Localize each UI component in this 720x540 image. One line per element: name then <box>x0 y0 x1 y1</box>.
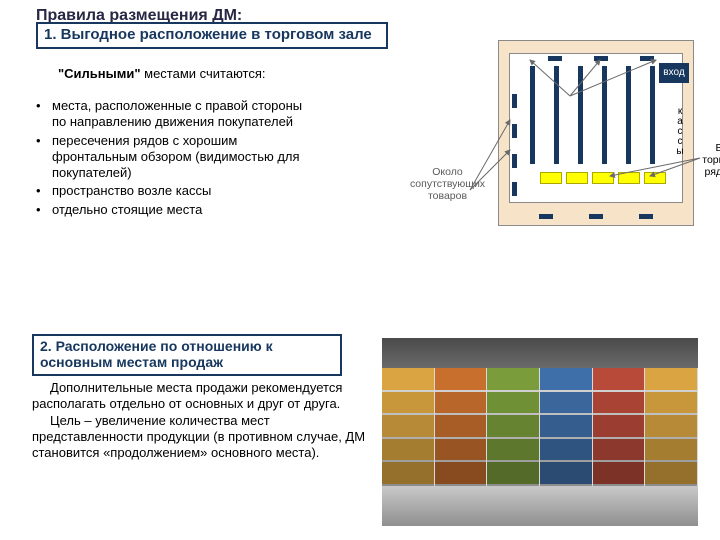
aisle <box>626 66 631 164</box>
wall-marker <box>512 154 517 168</box>
margin-marker <box>539 214 553 219</box>
wall-marker <box>640 56 654 61</box>
aisle <box>554 66 559 164</box>
store-layout-diagram: В «горячих» местах торгового зала Около … <box>400 30 708 240</box>
wall-marker <box>512 182 517 196</box>
end-cap <box>566 172 588 184</box>
para2-b: Цель – увеличение количества мест предст… <box>32 413 365 461</box>
list-item: пространство возле кассы <box>36 183 308 199</box>
store-photo <box>382 338 698 526</box>
end-cap <box>618 172 640 184</box>
wall-marker <box>594 56 608 61</box>
aisle <box>530 66 535 164</box>
heading-box-2: 2. Расположение по отношению к основным … <box>32 334 342 376</box>
margin-marker <box>589 214 603 219</box>
end-cap <box>644 172 666 184</box>
wall-marker <box>548 56 562 61</box>
heading-box-1: 1. Выгодное расположение в торговом зале <box>36 22 388 49</box>
end-cap <box>540 172 562 184</box>
list-item: отдельно стоящие места <box>36 202 308 218</box>
store-outline: вход кассы <box>498 40 694 226</box>
entry-label: вход <box>659 63 689 83</box>
wall-marker <box>512 94 517 108</box>
list-item: пересечения рядов с хорошим фронтальным … <box>36 133 308 182</box>
wall-marker <box>512 124 517 138</box>
paragraph-2: Дополнительные места продажи рекомендует… <box>32 380 366 461</box>
margin-marker <box>639 214 653 219</box>
intro-strong: "Сильными" <box>58 66 141 81</box>
sales-floor <box>509 53 683 203</box>
kassy-label: кассы <box>673 107 687 157</box>
aisle <box>650 66 655 164</box>
aisle <box>602 66 607 164</box>
bullet-list: места, расположенные с правой стороны по… <box>36 98 308 220</box>
list-item: места, расположенные с правой стороны по… <box>36 98 308 131</box>
aisle <box>578 66 583 164</box>
intro-text: "Сильными" местами считаются: <box>36 66 326 82</box>
para2-a: Дополнительные места продажи рекомендует… <box>32 380 342 411</box>
intro-rest: местами считаются: <box>141 66 266 81</box>
end-cap <box>592 172 614 184</box>
diagram-label-adjacent: Около сопутствующих товаров <box>400 166 495 202</box>
diagram-label-ends: В торцах рядов <box>700 142 720 178</box>
